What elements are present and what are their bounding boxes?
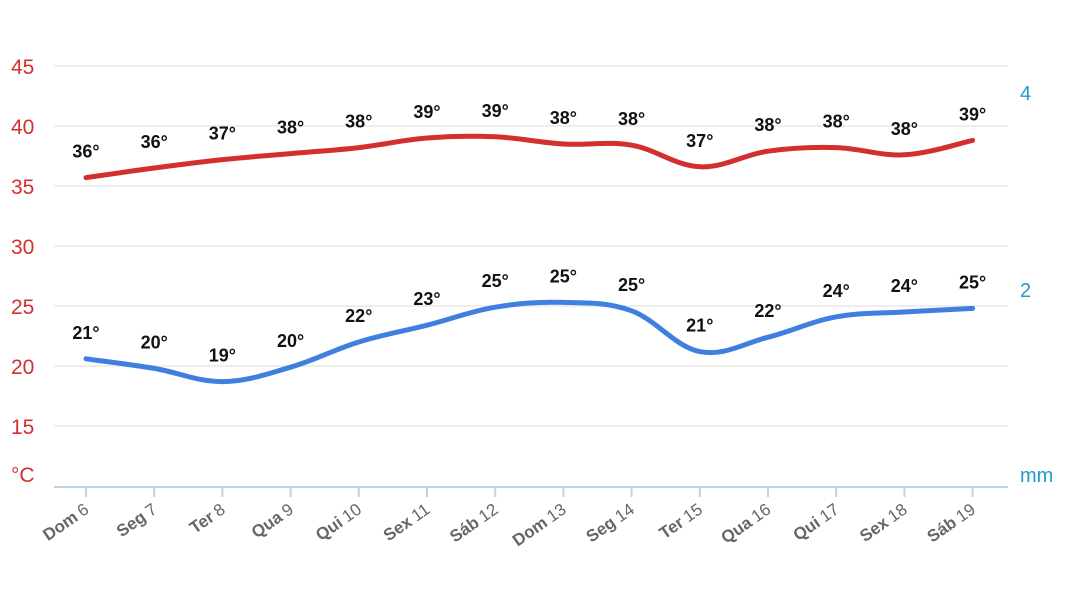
x-tick-label-num: 13 <box>543 500 569 526</box>
x-tick-label: Seg7 <box>113 500 160 541</box>
x-tick-label: Ter15 <box>656 500 706 543</box>
x-tick-label: Sex11 <box>380 500 433 545</box>
data-label: 25° <box>618 275 645 295</box>
series-line-0 <box>83 133 976 181</box>
data-label: 25° <box>959 272 986 292</box>
data-label: 19° <box>209 346 236 366</box>
series-line-1 <box>83 299 976 385</box>
data-label: 38° <box>345 112 372 132</box>
data-label: 21° <box>686 316 713 336</box>
right-tick-label: 4 <box>1020 83 1031 105</box>
x-tick-label-day: Sex <box>380 512 416 545</box>
data-label: 39° <box>482 101 509 121</box>
left-tick-label: 30 <box>11 236 34 259</box>
data-label: 39° <box>413 102 440 122</box>
left-tick-label: 25 <box>11 296 34 319</box>
x-tick-label-num: 12 <box>475 500 501 526</box>
x-tick-label-num: 10 <box>339 500 365 526</box>
x-axis <box>54 486 1008 497</box>
data-label: 38° <box>891 119 918 139</box>
x-tick-label-day: Qua <box>718 513 756 548</box>
data-label: 22° <box>345 306 372 326</box>
x-tick-label-num: 17 <box>816 500 842 526</box>
data-label: 25° <box>482 271 509 291</box>
x-tick-label-day: Dom <box>39 507 81 544</box>
x-tick-label-day: Ter <box>656 513 688 543</box>
data-label: 24° <box>891 276 918 296</box>
right-tick-label: 2 <box>1020 280 1031 302</box>
data-label: 23° <box>413 289 440 309</box>
x-tick-label: Qui10 <box>312 500 365 545</box>
left-tick-label: 40 <box>11 116 34 139</box>
x-tick-label-day: Sex <box>856 513 892 546</box>
data-label: 21° <box>72 323 99 343</box>
x-tick-label: Qua16 <box>718 500 775 548</box>
data-label: 22° <box>754 301 781 321</box>
x-tick-label-day: Ter <box>186 507 218 537</box>
left-tick-label: 20 <box>11 356 34 379</box>
x-tick-label-day: Sáb <box>924 513 960 546</box>
data-label: 20° <box>277 331 304 351</box>
x-tick-label-num: 16 <box>748 500 774 526</box>
x-tick-label: Sáb19 <box>924 500 979 547</box>
x-tick-label: Sáb12 <box>446 500 501 547</box>
grid-lines <box>54 65 1008 427</box>
left-tick-label: 45 <box>11 56 34 79</box>
x-tick-label: Ter8 <box>186 500 229 538</box>
data-label: 37° <box>209 124 236 144</box>
data-label: 36° <box>72 142 99 162</box>
data-label: 37° <box>686 131 713 151</box>
data-label: 39° <box>959 104 986 124</box>
x-tick-label-num: 14 <box>611 500 637 526</box>
x-tick-label: Qua9 <box>248 500 297 542</box>
left-axis-unit: °C <box>11 464 35 487</box>
x-tick-label-day: Dom <box>509 513 551 550</box>
x-tick-label-num: 19 <box>952 500 978 526</box>
x-tick-label-day: Qui <box>790 513 824 545</box>
x-tick-label-num: 18 <box>884 500 910 526</box>
data-labels: 36° 36° 37° 38° 38° 39° 39° 38° 38° 37° 38° 38° 38° 3… <box>72 101 986 366</box>
left-axis-ticks: 45 40 35 30 25 20 15 <box>11 56 34 439</box>
left-tick-label: 15 <box>11 416 34 439</box>
series-lines <box>83 133 976 385</box>
data-label: 24° <box>823 281 850 301</box>
right-axis-unit: mm <box>1020 465 1053 487</box>
data-label: 38° <box>618 109 645 129</box>
data-label: 25° <box>550 266 577 286</box>
x-tick-label: Seg14 <box>583 500 638 547</box>
x-tick-label: Dom13 <box>509 500 570 550</box>
x-tick-label-day: Seg <box>583 513 619 546</box>
x-tick-label: Qui17 <box>790 500 843 545</box>
data-label: 20° <box>141 332 168 352</box>
x-tick-label-day: Sáb <box>446 513 482 546</box>
x-tick-label-day: Qui <box>312 513 346 545</box>
x-tick-label-day: Seg <box>113 507 149 540</box>
right-axis-ticks: 42 <box>1020 83 1031 302</box>
data-label: 38° <box>823 112 850 132</box>
x-tick-label-day: Qua <box>248 507 286 542</box>
data-label: 36° <box>141 132 168 152</box>
left-tick-label: 35 <box>11 176 34 199</box>
x-tick-label: Dom6 <box>39 500 92 545</box>
x-tick-label-num: 15 <box>680 500 706 526</box>
x-tick-label: Sex18 <box>856 500 910 546</box>
data-label: 38° <box>754 115 781 135</box>
data-label: 38° <box>277 118 304 138</box>
data-label: 38° <box>550 108 577 128</box>
x-tick-label-num: 11 <box>408 500 433 526</box>
